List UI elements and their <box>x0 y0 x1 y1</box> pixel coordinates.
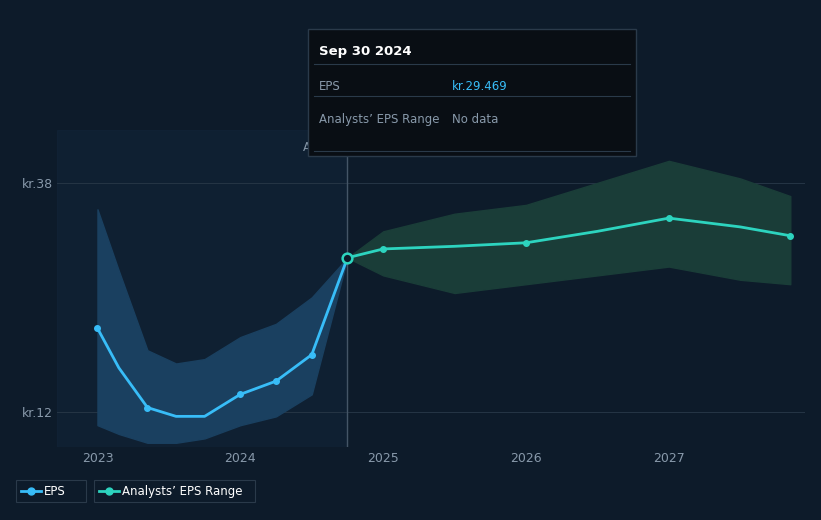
Text: kr.29.469: kr.29.469 <box>452 80 507 93</box>
Text: Analysts’ EPS Range: Analysts’ EPS Range <box>319 113 440 126</box>
Text: Actual: Actual <box>303 140 341 153</box>
Text: EPS: EPS <box>44 485 65 498</box>
Text: Analysts Forecasts: Analysts Forecasts <box>359 140 469 153</box>
Text: Sep 30 2024: Sep 30 2024 <box>319 45 412 58</box>
Text: EPS: EPS <box>319 80 341 93</box>
Text: Analysts’ EPS Range: Analysts’ EPS Range <box>122 485 242 498</box>
Text: No data: No data <box>452 113 498 126</box>
Bar <box>57 130 347 447</box>
